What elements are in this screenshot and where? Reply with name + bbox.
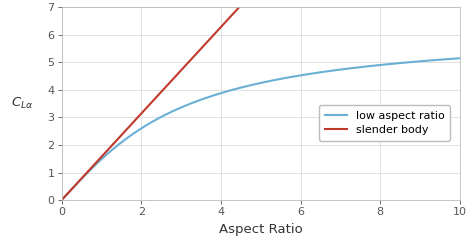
slender body — [79, 177, 85, 180]
slender body — [242, 0, 247, 3]
Y-axis label: $C_{L\alpha}$: $C_{L\alpha}$ — [11, 96, 34, 111]
low aspect ratio — [445, 58, 451, 61]
slender body — [59, 199, 64, 202]
Line: slender body: slender body — [62, 0, 460, 200]
low aspect ratio — [446, 58, 451, 61]
low aspect ratio — [79, 177, 85, 180]
low aspect ratio — [457, 57, 463, 60]
low aspect ratio — [242, 85, 247, 88]
Line: low aspect ratio: low aspect ratio — [62, 58, 460, 200]
low aspect ratio — [59, 199, 64, 202]
X-axis label: Aspect Ratio: Aspect Ratio — [219, 223, 302, 235]
Legend: low aspect ratio, slender body: low aspect ratio, slender body — [319, 105, 450, 141]
low aspect ratio — [372, 64, 378, 67]
low aspect ratio — [252, 83, 258, 86]
